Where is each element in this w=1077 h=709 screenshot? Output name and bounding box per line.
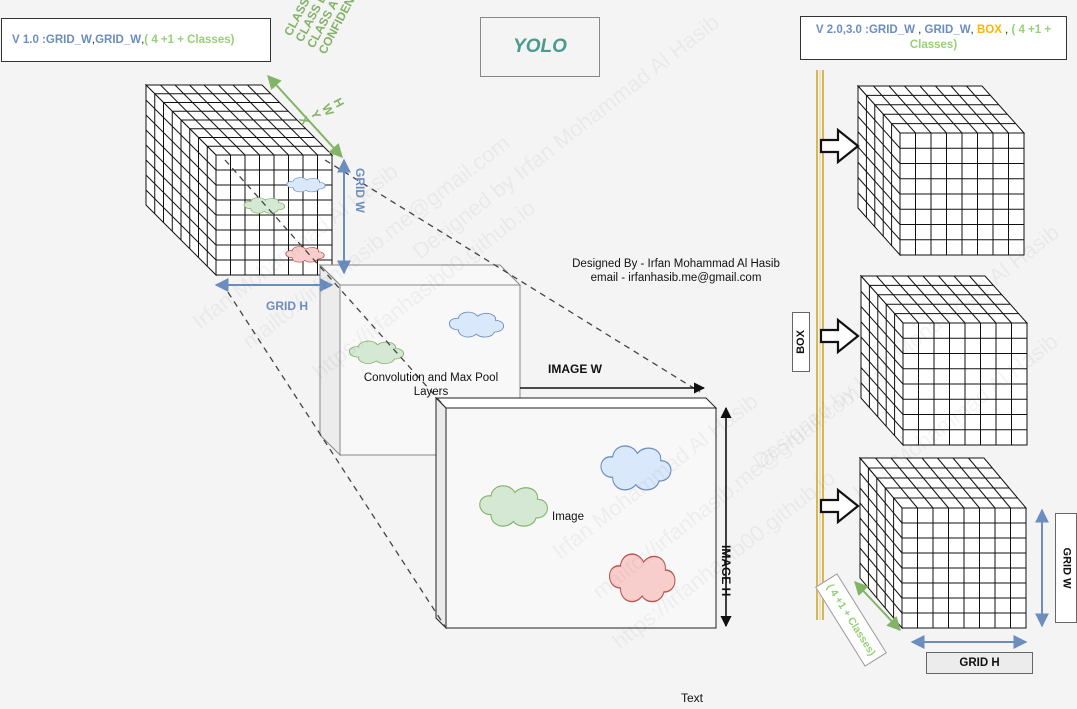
credits: Designed By - Irfan Mohammad Al Hasib em… — [556, 257, 796, 285]
box-label-text: BOX — [795, 330, 807, 354]
v1-classes: ( 4 +1 + Classes) — [144, 34, 235, 46]
v1-grid-w2: GRID_W — [95, 34, 142, 46]
image-h-label: IMAGE H — [719, 545, 733, 597]
grid-w-right-text: GRID W — [1060, 547, 1073, 589]
image-w-label: IMAGE W — [548, 362, 602, 376]
v2-classes: ( 4 +1 + Classes) — [909, 24, 1052, 51]
grid-h-label-right: GRID H — [926, 652, 1033, 674]
pipeline-line — [816, 70, 824, 620]
image-label: Image — [552, 511, 584, 523]
yolo-title: YOLO — [480, 17, 600, 77]
v1-grid-w: GRID_W — [45, 34, 92, 46]
grid-cube-v2-box1 — [856, 84, 1026, 257]
v2-box-term: BOX — [976, 24, 1002, 36]
grid-h-label-left: GRID H — [266, 299, 308, 313]
v1-sep1: , — [91, 34, 96, 46]
v2-sep2: , — [970, 24, 977, 36]
arrow-right-icon-2 — [819, 317, 860, 355]
image-block — [434, 396, 718, 630]
arrow-right-icon-3 — [819, 487, 860, 525]
arrow-right-icon-1 — [819, 127, 860, 165]
projection-lines — [221, 159, 701, 629]
grid-cubes — [144, 83, 1029, 630]
v1-sep2: , — [141, 34, 145, 46]
v2-prefix: V 2.0,3.0 : — [815, 24, 869, 36]
email-text: email - irfanhasib.me@gmail.com — [590, 272, 762, 284]
v2-sep3: , — [1001, 24, 1012, 36]
text-label: Text — [681, 691, 704, 705]
grid-w-label-left: GRID W — [353, 168, 367, 213]
designed-by: Designed By - Irfan Mohammad Al Hasib — [572, 258, 780, 270]
hollow-arrows — [819, 127, 860, 525]
v2-output-shape: V 2.0,3.0 :GRID_W , GRID_W, BOX , ( 4 +1… — [800, 16, 1067, 60]
v1-output-shape: V 1.0 : GRID_W , GRID_W , ( 4 +1 + Class… — [1, 18, 271, 62]
grid-cube-v2-box2 — [859, 274, 1029, 447]
v1-prefix: V 1.0 : — [12, 34, 46, 46]
grid-w-label-right: GRID W — [1055, 513, 1077, 623]
v2-grid-w: GRID_W — [868, 24, 915, 36]
conv-label: Convolution and Max Pool Layers — [363, 372, 499, 398]
box-dimension-label: BOX — [792, 312, 810, 372]
v2-sep1: , — [914, 24, 925, 36]
dimension-arrows — [214, 74, 1049, 649]
v2-grid-w2: GRID_W — [924, 24, 971, 36]
grid-cube-v2-box3 — [858, 456, 1028, 630]
